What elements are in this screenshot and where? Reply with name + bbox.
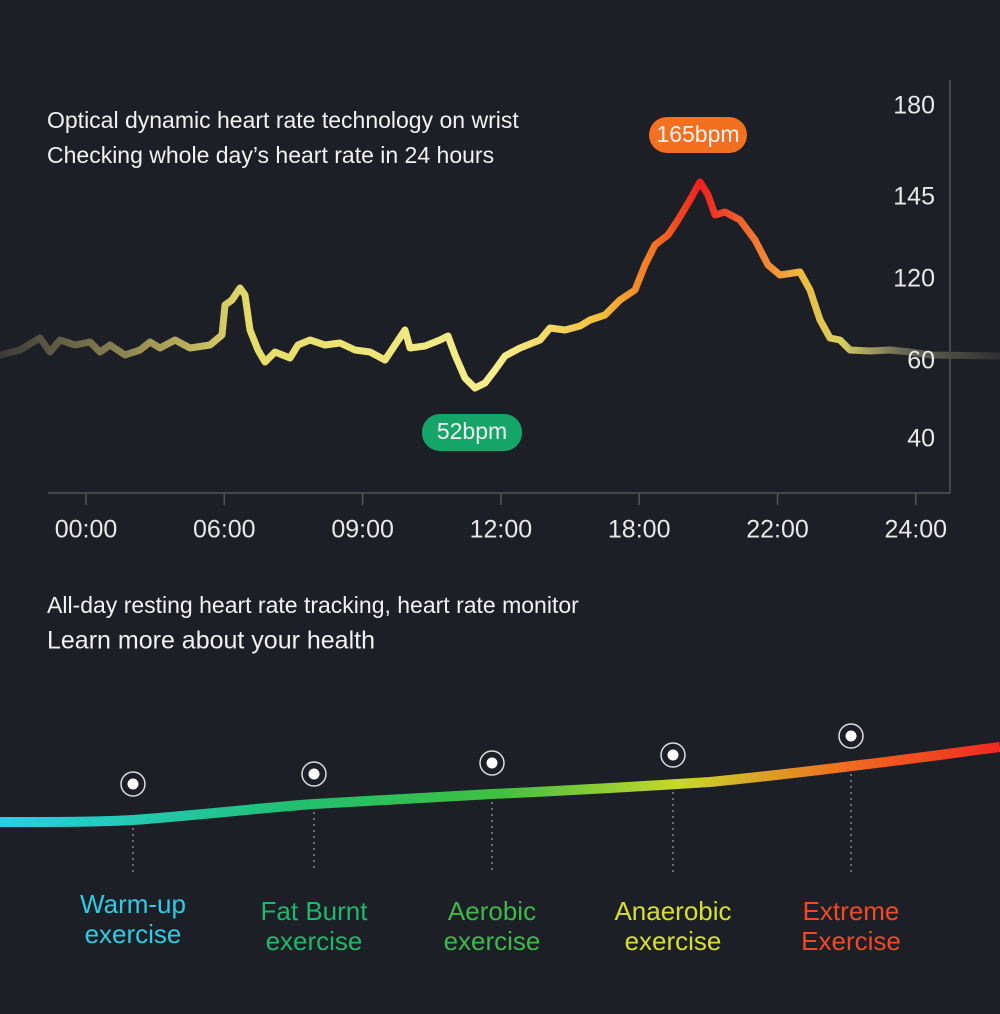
- zone-label: Aerobic: [448, 896, 536, 926]
- peak-pill: [649, 117, 747, 153]
- zone-label: exercise: [266, 926, 363, 956]
- y-tick-label: 40: [907, 425, 935, 453]
- zone-label: exercise: [85, 919, 182, 949]
- x-tick-label: 00:00: [55, 516, 118, 544]
- low-label: 52bpm: [437, 418, 507, 444]
- zone-curve: [0, 742, 1000, 827]
- peak-label: 165bpm: [656, 121, 739, 147]
- y-tick-label: 180: [893, 92, 935, 120]
- zone-dot: [127, 778, 139, 790]
- x-tick-label: 12:00: [470, 516, 533, 544]
- x-tick-label: 18:00: [608, 516, 671, 544]
- zone-ring: [301, 761, 327, 787]
- zone-label: Warm-up: [80, 889, 186, 919]
- zone-dot: [486, 757, 498, 769]
- x-tick-label: 09:00: [331, 516, 394, 544]
- zone-dot: [308, 768, 320, 780]
- low-pill: [422, 414, 522, 451]
- section-line: All-day resting heart rate tracking, hea…: [47, 592, 579, 618]
- zone-label: Extreme: [803, 896, 900, 926]
- header-line: Checking whole day’s heart rate in 24 ho…: [47, 142, 494, 168]
- zone-ring: [479, 750, 505, 776]
- header-line: Optical dynamic heart rate technology on…: [47, 107, 519, 133]
- zone-ring: [838, 723, 864, 749]
- zone-ring: [660, 742, 686, 768]
- zone-label: exercise: [625, 926, 722, 956]
- zone-label: Exercise: [801, 926, 901, 956]
- zone-label: exercise: [444, 926, 541, 956]
- heart-rate-curve: [0, 178, 1000, 392]
- zone-label: Fat Burnt: [261, 896, 369, 926]
- y-tick-label: 60: [907, 347, 935, 375]
- zone-label: Anaerobic: [614, 896, 731, 926]
- zone-dot: [845, 730, 857, 742]
- section-line: Learn more about your health: [47, 627, 375, 655]
- zone-dot: [667, 749, 679, 761]
- x-tick-label: 24:00: [885, 516, 948, 544]
- y-tick-label: 145: [893, 183, 935, 211]
- zone-ring: [120, 771, 146, 797]
- x-tick-label: 22:00: [746, 516, 809, 544]
- x-tick-label: 06:00: [193, 516, 256, 544]
- y-tick-label: 120: [893, 265, 935, 293]
